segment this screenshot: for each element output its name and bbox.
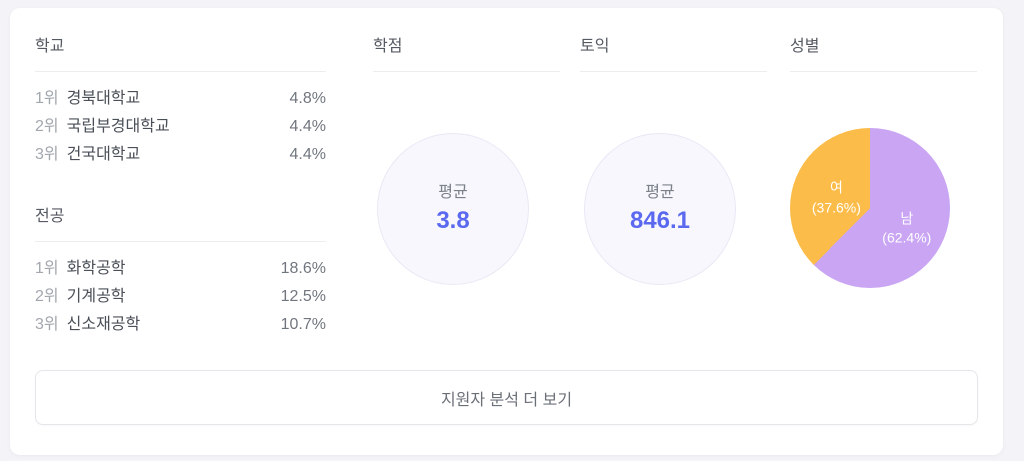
toeic-column: 토익 평균 846.1 [580,36,767,339]
school-rank-row: 3위 건국대학교 4.4% [35,141,326,169]
gender-column: 성별 여 (37.6%) 남 (62.4%) [790,36,977,339]
rank-number: 3위 [35,146,59,163]
section-divider [790,71,977,72]
rankings-column: 학교 1위 경북대학교 4.8% 2위 국립부경대학교 4.4% 3위 [35,36,326,339]
share-percent: 10.7% [280,316,326,333]
major-name: 화학공학 [66,260,126,277]
share-percent: 12.5% [280,288,326,305]
gpa-column: 학점 평균 3.8 [373,36,560,339]
share-percent: 18.6% [280,260,326,277]
major-section-title: 전공 [35,208,65,225]
gender-pie-chart: 여 (37.6%) 남 (62.4%) [790,128,950,288]
section-divider [35,71,326,72]
gpa-section-title: 학점 [373,38,403,55]
school-name: 국립부경대학교 [66,118,170,135]
major-rank-row: 3위 신소재공학 10.7% [35,311,326,339]
major-rank-row: 1위 화학공학 18.6% [35,255,326,283]
male-slice-percent: (62.4%) [882,229,932,246]
rank-number: 2위 [35,118,59,135]
toeic-average-circle: 평균 846.1 [584,133,736,285]
toeic-average-value: 846.1 [629,207,691,234]
applicant-stats-card: 학교 1위 경북대학교 4.8% 2위 국립부경대학교 4.4% 3위 [10,8,1003,455]
rank-number: 3위 [35,316,59,333]
gender-section-title: 성별 [790,38,820,55]
share-percent: 4.8% [289,90,326,107]
school-section: 학교 1위 경북대학교 4.8% 2위 국립부경대학교 4.4% 3위 [35,36,326,169]
section-divider [35,241,326,242]
school-section-title: 학교 [35,38,65,55]
school-name: 경북대학교 [66,90,141,107]
pie-label-male: 남 (62.4%) [882,209,931,248]
male-slice-label: 남 [900,210,914,227]
school-rank-row: 1위 경북대학교 4.8% [35,85,326,113]
section-divider [373,71,560,72]
view-more-applicant-analysis-button[interactable]: 지원자 분석 더 보기 [35,370,978,425]
card-content: 학교 1위 경북대학교 4.8% 2위 국립부경대학교 4.4% 3위 [10,8,1003,339]
major-rank-row: 2위 기계공학 12.5% [35,283,326,311]
rank-number: 1위 [35,260,59,277]
gpa-average-label: 평균 [438,184,468,201]
major-name: 기계공학 [66,288,126,305]
female-slice-percent: (37.6%) [811,199,861,216]
rank-number: 2위 [35,288,59,305]
major-section: 전공 1위 화학공학 18.6% 2위 기계공학 12.5% 3위 [35,206,326,339]
gpa-average-circle: 평균 3.8 [377,133,529,285]
toeic-section-title: 토익 [580,38,610,55]
female-slice-label: 여 [829,179,843,196]
major-rank-list: 1위 화학공학 18.6% 2위 기계공학 12.5% 3위 신소재공학 10.… [35,255,326,339]
toeic-average-label: 평균 [645,184,675,201]
school-rank-list: 1위 경북대학교 4.8% 2위 국립부경대학교 4.4% 3위 건국대학교 4… [35,85,326,169]
share-percent: 4.4% [289,118,326,135]
major-name: 신소재공학 [66,316,141,333]
school-rank-row: 2위 국립부경대학교 4.4% [35,113,326,141]
gpa-average-value: 3.8 [436,207,470,234]
pie-label-female: 여 (37.6%) [812,179,861,218]
school-name: 건국대학교 [66,146,141,163]
section-divider [580,71,767,72]
share-percent: 4.4% [289,146,326,163]
rank-number: 1위 [35,90,59,107]
